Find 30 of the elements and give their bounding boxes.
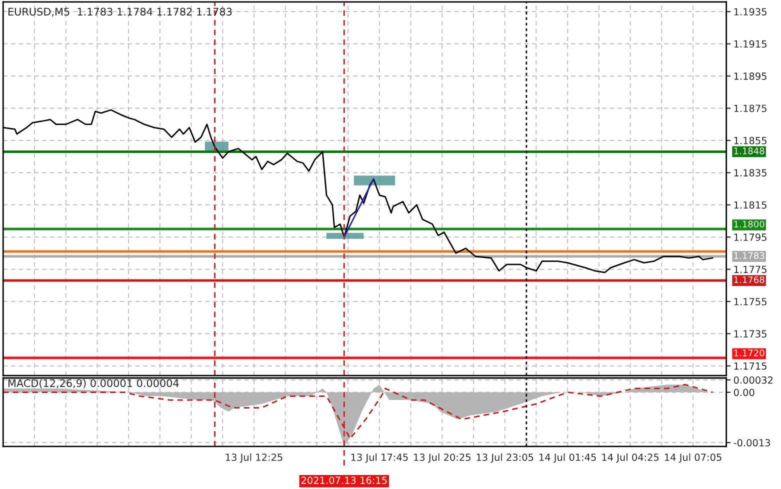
y-tick-label: 0.00032 bbox=[734, 376, 773, 384]
ref-line-label: 2021.07.13 16:15 bbox=[301, 476, 387, 484]
ref-line-label: 1.1720 bbox=[734, 350, 764, 356]
x-tick-label: 13 Jul 17:45 bbox=[351, 453, 408, 463]
x-tick-label: 14 Jul 07:05 bbox=[664, 453, 722, 463]
chart-title: MACD(12,26,9) 0.00001 0.00004 bbox=[8, 379, 179, 388]
y-tick-label: 1.1835 bbox=[734, 169, 766, 176]
x-tick-label: 14 Jul 01:45 bbox=[539, 453, 596, 463]
x-tick-label: 14 Jul 04:25 bbox=[602, 453, 659, 463]
chart-title: EURUSD,M5 1.1783 1.1784 1.1782 1.1783 bbox=[8, 8, 232, 17]
ref-line-label: 1.1768 bbox=[734, 276, 764, 284]
y-tick-label: 1.1875 bbox=[734, 104, 766, 112]
x-tick-label: 13 Jul 23:05 bbox=[476, 453, 534, 463]
y-tick-label: 1.1735 bbox=[734, 330, 766, 338]
ref-line-label: 1.1848 bbox=[734, 148, 764, 154]
y-tick-label: 1.1855 bbox=[734, 136, 766, 144]
y-tick-label: 1.1935 bbox=[734, 8, 766, 16]
y-tick-label: 1.1815 bbox=[734, 201, 766, 209]
x-tick-label: 13 Jul 20:25 bbox=[414, 453, 470, 463]
y-tick-label: 1.1755 bbox=[734, 298, 766, 306]
y-tick-label: 1.1915 bbox=[734, 40, 766, 48]
ref-line-label: 1.1783 bbox=[734, 252, 764, 260]
y-tick-label: 1.1775 bbox=[734, 266, 766, 274]
y-tick-label: 0.00 bbox=[734, 388, 754, 396]
y-tick-label: 1.1795 bbox=[734, 234, 766, 241]
ref-line-label: 1.1800 bbox=[734, 220, 764, 228]
y-tick-label: 1.1895 bbox=[734, 72, 766, 80]
y-tick-label: -0.0013 bbox=[734, 439, 770, 446]
x-tick-label: 13 Jul 12:25 bbox=[226, 453, 282, 463]
y-tick-label: 1.1715 bbox=[734, 362, 766, 370]
